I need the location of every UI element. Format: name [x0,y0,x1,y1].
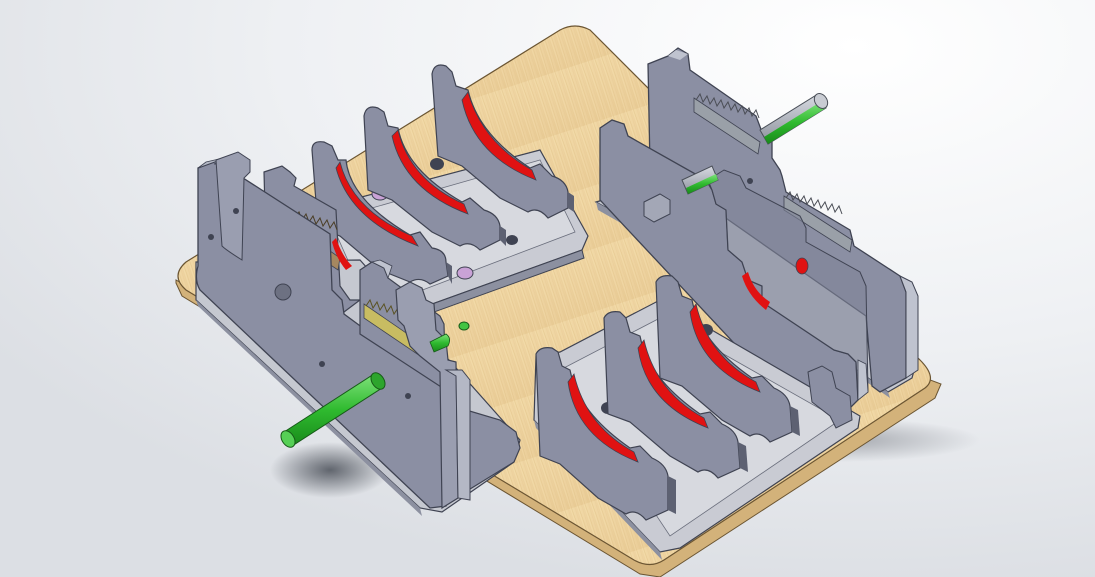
left-output-shaft [280,372,386,448]
right-input-shaft [681,93,829,195]
front-right-bearing-module [533,275,861,560]
right-gearbox-module [594,47,919,427]
